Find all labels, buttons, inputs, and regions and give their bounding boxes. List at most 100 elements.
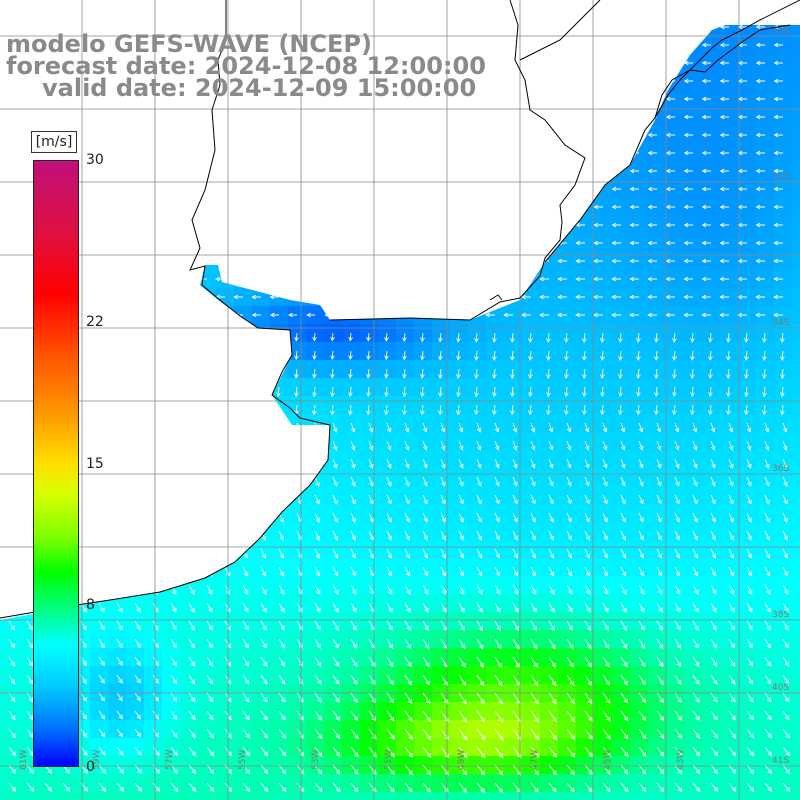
wind-arrow	[566, 764, 575, 776]
wind-arrow	[503, 312, 513, 318]
wind-arrow	[384, 386, 389, 398]
wind-arrow	[548, 620, 555, 632]
wind-arrow	[494, 746, 504, 759]
wind-arrow	[170, 602, 177, 613]
wind-arrow	[683, 258, 693, 264]
wind-arrow	[492, 386, 497, 398]
wind-arrow	[440, 476, 446, 487]
wind-arrow	[366, 350, 371, 361]
wind-arrow	[152, 692, 159, 702]
wind-arrow	[600, 386, 605, 398]
wind-arrow	[719, 132, 729, 138]
wind-arrow	[611, 240, 621, 246]
wind-arrow	[458, 530, 464, 541]
wind-arrow	[683, 186, 693, 192]
wind-arrow	[656, 512, 662, 523]
wind-arrow	[620, 728, 629, 740]
wind-arrow	[728, 620, 735, 631]
wind-arrow	[665, 114, 675, 120]
longitude-label: 51W	[384, 750, 394, 770]
wind-arrow	[510, 368, 515, 380]
wind-arrow	[764, 440, 770, 451]
wind-arrow	[710, 602, 717, 613]
wind-arrow	[620, 692, 629, 704]
wind-arrow	[494, 692, 503, 705]
wind-arrow	[656, 458, 662, 469]
wind-arrow	[314, 602, 321, 613]
wind-arrow	[782, 494, 788, 505]
wind-arrow	[762, 386, 767, 398]
wind-arrow	[764, 548, 771, 559]
wind-arrow	[546, 350, 551, 361]
wind-arrow	[8, 656, 15, 667]
field-cell	[576, 792, 594, 800]
field-cell	[792, 216, 800, 234]
wind-arrow	[672, 386, 677, 398]
wind-arrow	[98, 728, 106, 738]
wind-arrow	[656, 566, 663, 577]
wind-arrow	[332, 476, 338, 487]
wind-arrow	[746, 620, 753, 631]
wind-arrow	[512, 620, 519, 632]
wind-arrow	[188, 710, 196, 721]
wind-arrow	[152, 656, 159, 667]
wind-arrow	[773, 222, 783, 228]
wind-arrow	[692, 530, 698, 541]
wind-arrow	[692, 782, 701, 793]
wind-arrow	[548, 440, 554, 451]
wind-arrow	[746, 638, 753, 649]
wind-arrow	[782, 746, 790, 757]
wind-arrow	[683, 204, 693, 210]
wind-arrow	[350, 764, 359, 775]
field-cell	[792, 54, 800, 72]
field-cell	[792, 36, 800, 54]
wind-arrow	[564, 350, 569, 361]
wind-arrow	[620, 710, 629, 722]
wind-arrow	[512, 548, 518, 559]
field-cell	[792, 288, 800, 306]
wind-arrow	[98, 620, 105, 631]
wind-arrow	[782, 638, 789, 649]
wind-arrow	[366, 332, 371, 342]
wind-arrow	[636, 404, 641, 416]
wind-arrow	[422, 746, 432, 758]
wind-arrow	[422, 566, 429, 577]
wind-arrow	[350, 656, 358, 667]
wind-arrow	[170, 692, 178, 703]
wind-arrow	[584, 656, 592, 668]
wind-arrow	[512, 476, 518, 487]
wind-arrow	[350, 530, 356, 541]
wind-arrow	[602, 548, 608, 559]
wind-arrow	[512, 512, 518, 523]
wind-arrow	[584, 584, 591, 595]
field-cell	[792, 738, 800, 756]
wind-arrow	[476, 440, 482, 451]
field-cell	[630, 792, 648, 800]
wind-arrow	[422, 710, 431, 722]
wind-arrow	[386, 620, 393, 631]
wind-arrow	[708, 386, 713, 398]
wind-arrow	[701, 276, 711, 282]
wind-arrow	[566, 458, 572, 469]
wind-arrow	[494, 440, 500, 451]
wind-arrow	[366, 386, 371, 398]
wind-arrow	[188, 602, 195, 613]
wind-arrow	[420, 332, 425, 343]
wind-arrow	[746, 584, 753, 595]
wind-arrow	[566, 782, 575, 793]
wind-arrow	[512, 530, 518, 541]
wind-arrow	[683, 96, 693, 102]
wind-arrow	[440, 548, 446, 559]
wind-arrow	[476, 584, 483, 595]
wind-arrow	[638, 656, 646, 668]
wind-arrow	[458, 782, 467, 793]
wind-arrow	[701, 222, 711, 228]
wind-arrow	[566, 530, 572, 541]
wind-arrow	[557, 276, 567, 282]
wind-arrow	[458, 602, 465, 613]
wind-arrow	[726, 332, 731, 343]
wind-arrow	[260, 548, 267, 559]
field-cell	[54, 792, 72, 800]
wind-arrow	[629, 240, 639, 246]
wind-arrow	[611, 276, 621, 282]
